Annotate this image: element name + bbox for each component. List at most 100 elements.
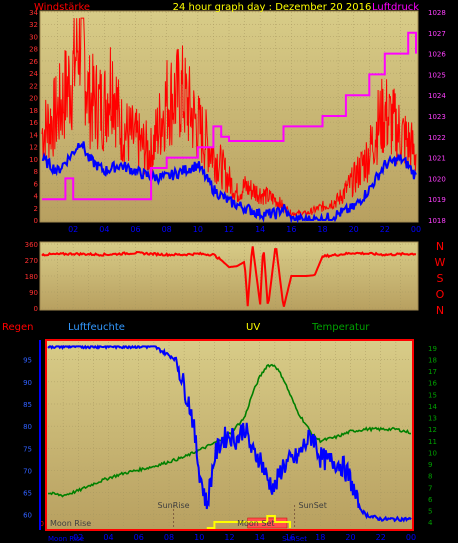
humidity-x-tick-label: 16 [285, 533, 295, 542]
uv-label: UV [246, 322, 260, 333]
pressure-y-tick-label: 1023 [428, 113, 446, 121]
direction-y-tick-label: 90 [29, 289, 38, 297]
wind-x-tick-label: 14 [255, 225, 265, 234]
temperature-y-tick-label: 8 [428, 473, 432, 481]
humidity-x-tick-label: 14 [255, 533, 265, 542]
wind-y-tick-label: 30 [29, 33, 38, 41]
wind-label: Windstärke [34, 2, 90, 13]
direction-y-tick-label: 0 [34, 305, 38, 313]
wind-y-tick-label: 12 [29, 144, 38, 152]
wind-y-tick-label: 14 [29, 131, 38, 139]
wind-x-tick-label: 00 [411, 225, 421, 234]
wind-x-tick-label: 12 [224, 225, 234, 234]
temperature-y-tick-label: 16 [428, 380, 437, 388]
wind-y-tick-label: 22 [29, 82, 38, 90]
pressure-y-tick-label: 1026 [428, 51, 446, 59]
wind-y-tick-label: 34 [29, 9, 38, 17]
temperature-y-tick-label: 9 [428, 461, 432, 469]
uv-line [206, 515, 291, 529]
compass-w: W [435, 256, 446, 269]
temperature-y-tick-label: 15 [428, 391, 437, 399]
moon-rise-label: Moon Rise [50, 519, 91, 528]
humidity-x-tick-label: 10 [194, 533, 204, 542]
gust-line [41, 141, 417, 224]
temperature-y-tick-label: 4 [428, 519, 433, 527]
direction-line [41, 246, 417, 307]
direction-grid [42, 243, 416, 309]
pressure-y-tick-label: 1019 [428, 196, 446, 204]
temperature-label: Temperatur [311, 322, 370, 333]
humidity-y-tick-label: 85 [23, 401, 32, 409]
pressure-y-tick-label: 1024 [428, 92, 446, 100]
wind-x-tick-label: 02 [68, 225, 78, 234]
temperature-y-tick-label: 5 [428, 508, 432, 516]
wind-y-tick-label: 2 [34, 205, 38, 213]
humidity-line [47, 344, 412, 523]
direction-axes: 0 90 180 270 360 [25, 241, 38, 313]
temperature-y-tick-label: 12 [428, 426, 437, 434]
humidity-y-tick-label: 80 [23, 423, 32, 431]
humidity-series [47, 344, 412, 529]
temperature-y-tick-label: 17 [428, 368, 437, 376]
temperature-y-tick-label: 13 [428, 415, 437, 423]
pressure-y-tick-label: 1020 [428, 175, 446, 183]
direction-series [41, 246, 417, 307]
wind-x-tick-label: 16 [286, 225, 296, 234]
wind-x-tick-label: 22 [380, 225, 390, 234]
humidity-x-tick-label: 06 [134, 533, 144, 542]
rain-zero-label: 0 [40, 520, 44, 528]
wind-y-tick-label: 18 [29, 107, 38, 115]
pressure-y-tick-label: 1028 [428, 9, 446, 17]
wind-y-tick-label: 10 [29, 156, 38, 164]
direction-y-tick-label: 180 [25, 273, 38, 281]
humidity-y-tick-label: 60 [23, 512, 32, 520]
wind-y-tick-label: 24 [29, 70, 38, 78]
wind-x-tick-label: 10 [193, 225, 203, 234]
temperature-y-tick-label: 19 [428, 345, 437, 353]
humidity-x-tick-label: 22 [376, 533, 386, 542]
temperature-y-tick-label: 6 [428, 496, 433, 504]
compass-s: S [437, 272, 444, 285]
compass-n-bottom: N [436, 304, 444, 317]
pressure-y-tick-label: 1025 [428, 71, 446, 79]
pressure-label: Luftdruck [372, 2, 419, 13]
pressure-line [42, 31, 417, 201]
temperature-y-tick-label: 10 [428, 449, 437, 457]
humidity-y-tick-label: 70 [23, 467, 32, 475]
wind-x-tick-label: 04 [99, 225, 109, 234]
humidity-label: Luftfeuchte [68, 322, 125, 333]
wind-y-tick-label: 20 [29, 95, 38, 103]
wind-x-tick-label: 20 [349, 225, 359, 234]
wind-x-tick-label: 06 [130, 225, 140, 234]
pressure-y-tick-label: 1018 [428, 217, 446, 225]
pressure-y-tick-label: 1021 [428, 155, 446, 163]
humidity-y-tick-label: 65 [23, 490, 32, 498]
wind-axes: 0246810121416182022242628303234101810191… [29, 9, 446, 234]
wind-x-tick-label: 08 [162, 225, 172, 234]
wind-y-tick-label: 6 [34, 180, 39, 188]
direction-y-tick-label: 360 [25, 241, 38, 249]
wind-y-tick-label: 8 [34, 168, 38, 176]
wind-y-tick-label: 28 [29, 46, 38, 54]
wind-y-tick-label: 4 [34, 193, 39, 201]
chart-title: 24 hour graph day : Dezember 20 2016 [173, 2, 372, 13]
humidity-x-tick-label: 04 [103, 533, 113, 542]
humidity-x-tick-label: 20 [345, 533, 355, 542]
pressure-y-tick-label: 1027 [428, 30, 446, 38]
rain-label: Regen [2, 322, 34, 333]
humidity-x-tick-label: 08 [164, 533, 174, 542]
humidity-y-tick-label: 75 [23, 445, 32, 453]
compass-n-top: N [436, 240, 444, 253]
direction-y-tick-label: 270 [25, 257, 38, 265]
humidity-x-tick-label: 00 [406, 533, 416, 542]
wind-y-tick-label: 32 [29, 21, 38, 29]
humidity-x-tick-label: 12 [224, 533, 234, 542]
moon-set-label: Moon Set [237, 519, 274, 528]
wind-y-tick-label: 0 [34, 217, 38, 225]
pressure-y-tick-label: 1022 [428, 134, 446, 142]
humidity-y-tick-label: 90 [23, 379, 32, 387]
wind-x-tick-label: 18 [317, 225, 327, 234]
humidity-axes: 60 65 70 75 80 85 90 95 4 5 6 7 8 9 10 11 12 13 14 15 16 17 18… [23, 345, 437, 543]
compass-o: O [436, 288, 445, 301]
